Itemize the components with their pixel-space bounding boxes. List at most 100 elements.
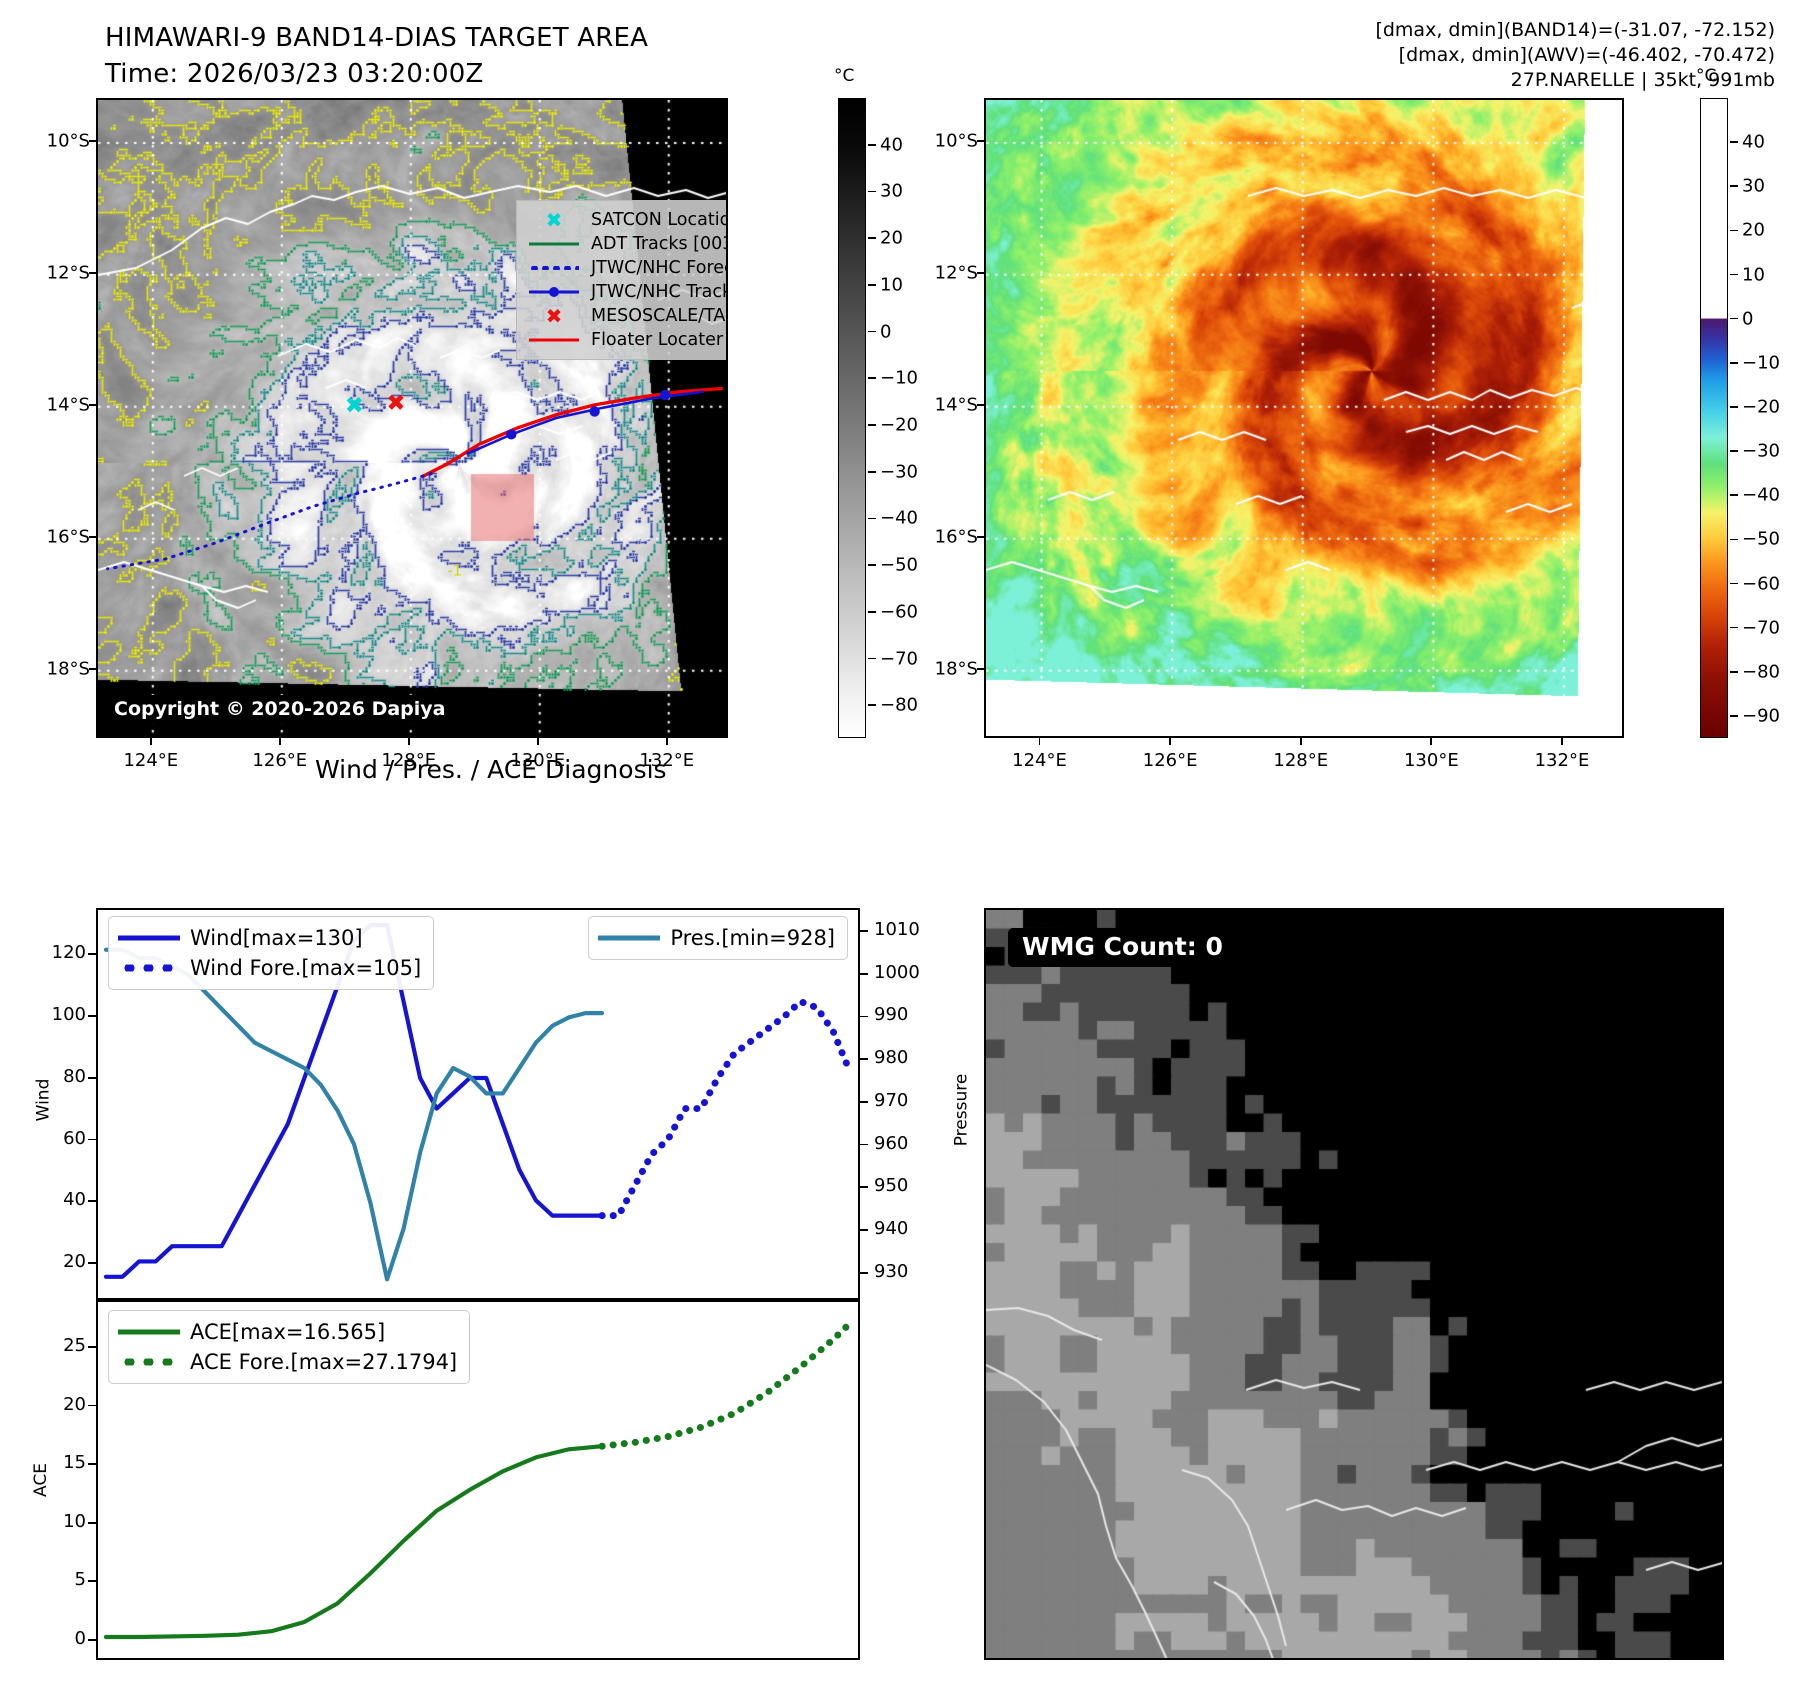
latitude-tick-mark	[977, 404, 984, 406]
latitude-tick-label: 18°S	[46, 658, 90, 680]
legend-item-adt-tracks[interactable]: ADT Tracks [0030Z 0.0 0.0]	[525, 232, 726, 256]
colorbar-tick-label: 20	[1742, 219, 1765, 241]
colorbar-tick-label: 10	[1742, 264, 1765, 286]
colorbar-ticks: 40 30 20 10 0 −10 −20 −30 −40 −50 −60 −70 −80 −90	[1730, 98, 1797, 738]
longitude-tick-label: 126°E	[252, 750, 308, 771]
legend-item-satcon[interactable]: ✖ SATCON Locations [1600Z 72 977]	[525, 208, 726, 232]
colorbar-tick-label: 10	[880, 274, 903, 296]
longitude-tick-mark	[149, 738, 152, 745]
axis-tick-mark	[88, 1200, 96, 1203]
colorbar-tick-label: −40	[880, 507, 918, 529]
colorbar-tick-mark	[868, 377, 876, 380]
longitude-tick-mark	[1038, 738, 1041, 745]
axis-tick-mark	[88, 1580, 96, 1583]
svg-text:✖: ✖	[345, 393, 364, 419]
ir-satellite-map[interactable]: ✖✖1-1 ✖ SATCON Locations [1600Z 72 977] …	[96, 98, 728, 738]
latitude-tick-label: 12°S	[934, 262, 978, 284]
legend-item-wind-forecast[interactable]: Wind Fore.[max=105]	[118, 953, 421, 983]
longitude-tick-mark	[1169, 738, 1172, 745]
legend-label: Pres.[min=928]	[670, 926, 835, 950]
colorbar-tick-mark	[868, 237, 876, 239]
axis-tick-label: 1010	[874, 919, 920, 941]
colorbar-tick-mark	[868, 470, 876, 473]
colorbar-tick-label: −10	[880, 367, 918, 389]
legend-item-mesoscale-target[interactable]: ✖ MESOSCALE/TARGET Location	[525, 304, 726, 328]
latitude-tick-label: 16°S	[934, 526, 978, 548]
axis-tick-mark	[860, 930, 868, 932]
legend-item-jtwc-tracks[interactable]: JTWC/NHC Tracks [23/0000Z]	[525, 280, 726, 304]
longitude-tick-mark	[1561, 738, 1563, 745]
colorbar-tick-mark	[868, 517, 876, 520]
legend-item-ace-forecast[interactable]: ACE Fore.[max=27.1794]	[118, 1347, 457, 1377]
colorbar-gradient	[1700, 98, 1728, 738]
wind-axis-title: Wind	[33, 1078, 54, 1122]
legend-item-wind[interactable]: Wind[max=130]	[118, 923, 421, 953]
colorbar-tick-label: 0	[1742, 308, 1754, 330]
solid-line-icon	[598, 931, 661, 945]
colorbar-tick-label: −60	[880, 601, 918, 623]
colorbar-tick-mark	[1730, 229, 1738, 232]
axis-tick-label: 120	[51, 942, 86, 964]
line-with-dot-icon	[525, 283, 583, 301]
longitude-tick-mark	[1299, 738, 1302, 745]
axis-tick-label: 15	[63, 1452, 86, 1474]
colorbar-tick-mark	[1730, 141, 1738, 143]
axis-tick-mark	[88, 1639, 96, 1641]
latitude-tick-mark	[89, 140, 96, 142]
colorbar-tick-mark	[868, 657, 876, 660]
legend-label: ADT Tracks [0030Z 0.0 0.0]	[591, 234, 726, 254]
axis-tick-mark	[860, 1015, 868, 1018]
axis-tick-mark	[88, 1015, 96, 1017]
colorbar-tick-mark	[1730, 538, 1738, 541]
legend-label: MESOSCALE/TARGET Location	[591, 306, 726, 326]
ace-chart-legend: ACE[max=16.565] ACE Fore.[max=27.1794]	[108, 1310, 471, 1384]
svg-text:✖: ✖	[386, 391, 405, 417]
awv-satellite-map[interactable]	[984, 98, 1624, 738]
axis-tick-mark	[860, 1271, 868, 1274]
colorbar-gradient	[838, 98, 866, 738]
latitude-tick-label: 18°S	[934, 658, 978, 680]
colorbar-tick-mark	[1730, 273, 1738, 276]
colorbar-tick-label: 30	[1742, 175, 1765, 197]
colorbar-tick-mark	[1730, 406, 1738, 408]
storm-summary: 27P.NARELLE | 35kt, 991mb	[1510, 69, 1775, 91]
axis-tick-mark	[88, 1262, 96, 1264]
axis-tick-label: 80	[63, 1065, 86, 1087]
solid-line-icon	[118, 931, 180, 945]
wind-pressure-chart[interactable]: Wind[max=130] Wind Fore.[max=105] Pres.[…	[96, 908, 860, 1300]
colorbar-tick-label: −80	[880, 694, 918, 716]
legend-item-floater-locater[interactable]: Floater Locater	[525, 328, 726, 352]
latitude-tick-label: 16°S	[46, 526, 90, 548]
solid-line-icon	[525, 331, 583, 349]
awv-range: [dmax, dmin](AWV)=(-46.402, -70.472)	[1398, 44, 1775, 66]
axis-tick-label: 980	[874, 1047, 909, 1069]
ace-chart[interactable]: ACE[max=16.565] ACE Fore.[max=27.1794]	[96, 1300, 860, 1660]
pressure-axis-title: Pressure	[951, 1073, 972, 1147]
colorbar-tick-mark	[1730, 494, 1738, 497]
legend-item-ace[interactable]: ACE[max=16.565]	[118, 1317, 457, 1347]
axis-tick-mark	[88, 953, 96, 956]
colorbar-tick-label: −30	[880, 461, 918, 483]
axis-tick-label: 0	[74, 1627, 86, 1649]
axis-tick-mark	[88, 1076, 96, 1079]
legend-item-pressure[interactable]: Pres.[min=928]	[598, 923, 835, 953]
longitude-tick-label: 130°E	[510, 750, 566, 771]
axis-tick-mark	[88, 1346, 96, 1348]
colorbar-tick-label: 0	[880, 321, 892, 343]
longitude-tick-label: 132°E	[1534, 750, 1590, 771]
solid-line-icon	[118, 1325, 180, 1339]
colorbar-tick-label: −90	[1742, 705, 1780, 727]
wmg-classification-map[interactable]: WMG Count: 0	[984, 908, 1724, 1660]
axis-tick-mark	[860, 1186, 868, 1189]
colorbar-tick-label: −20	[880, 414, 918, 436]
axis-tick-mark	[860, 1100, 868, 1103]
longitude-tick-label: 130°E	[1403, 750, 1459, 771]
colorbar-tick-mark	[1730, 582, 1738, 585]
colorbar-tick-label: 30	[880, 180, 903, 202]
latitude-tick-label: 12°S	[46, 262, 90, 284]
longitude-tick-mark	[536, 738, 539, 745]
legend-item-jtwc-forecast[interactable]: JTWC/NHC Forecast [23/0000Z]	[525, 256, 726, 280]
latitude-tick-mark	[89, 667, 96, 670]
legend-label: Floater Locater	[591, 330, 724, 350]
colorbar-tick-label: −70	[880, 648, 918, 670]
